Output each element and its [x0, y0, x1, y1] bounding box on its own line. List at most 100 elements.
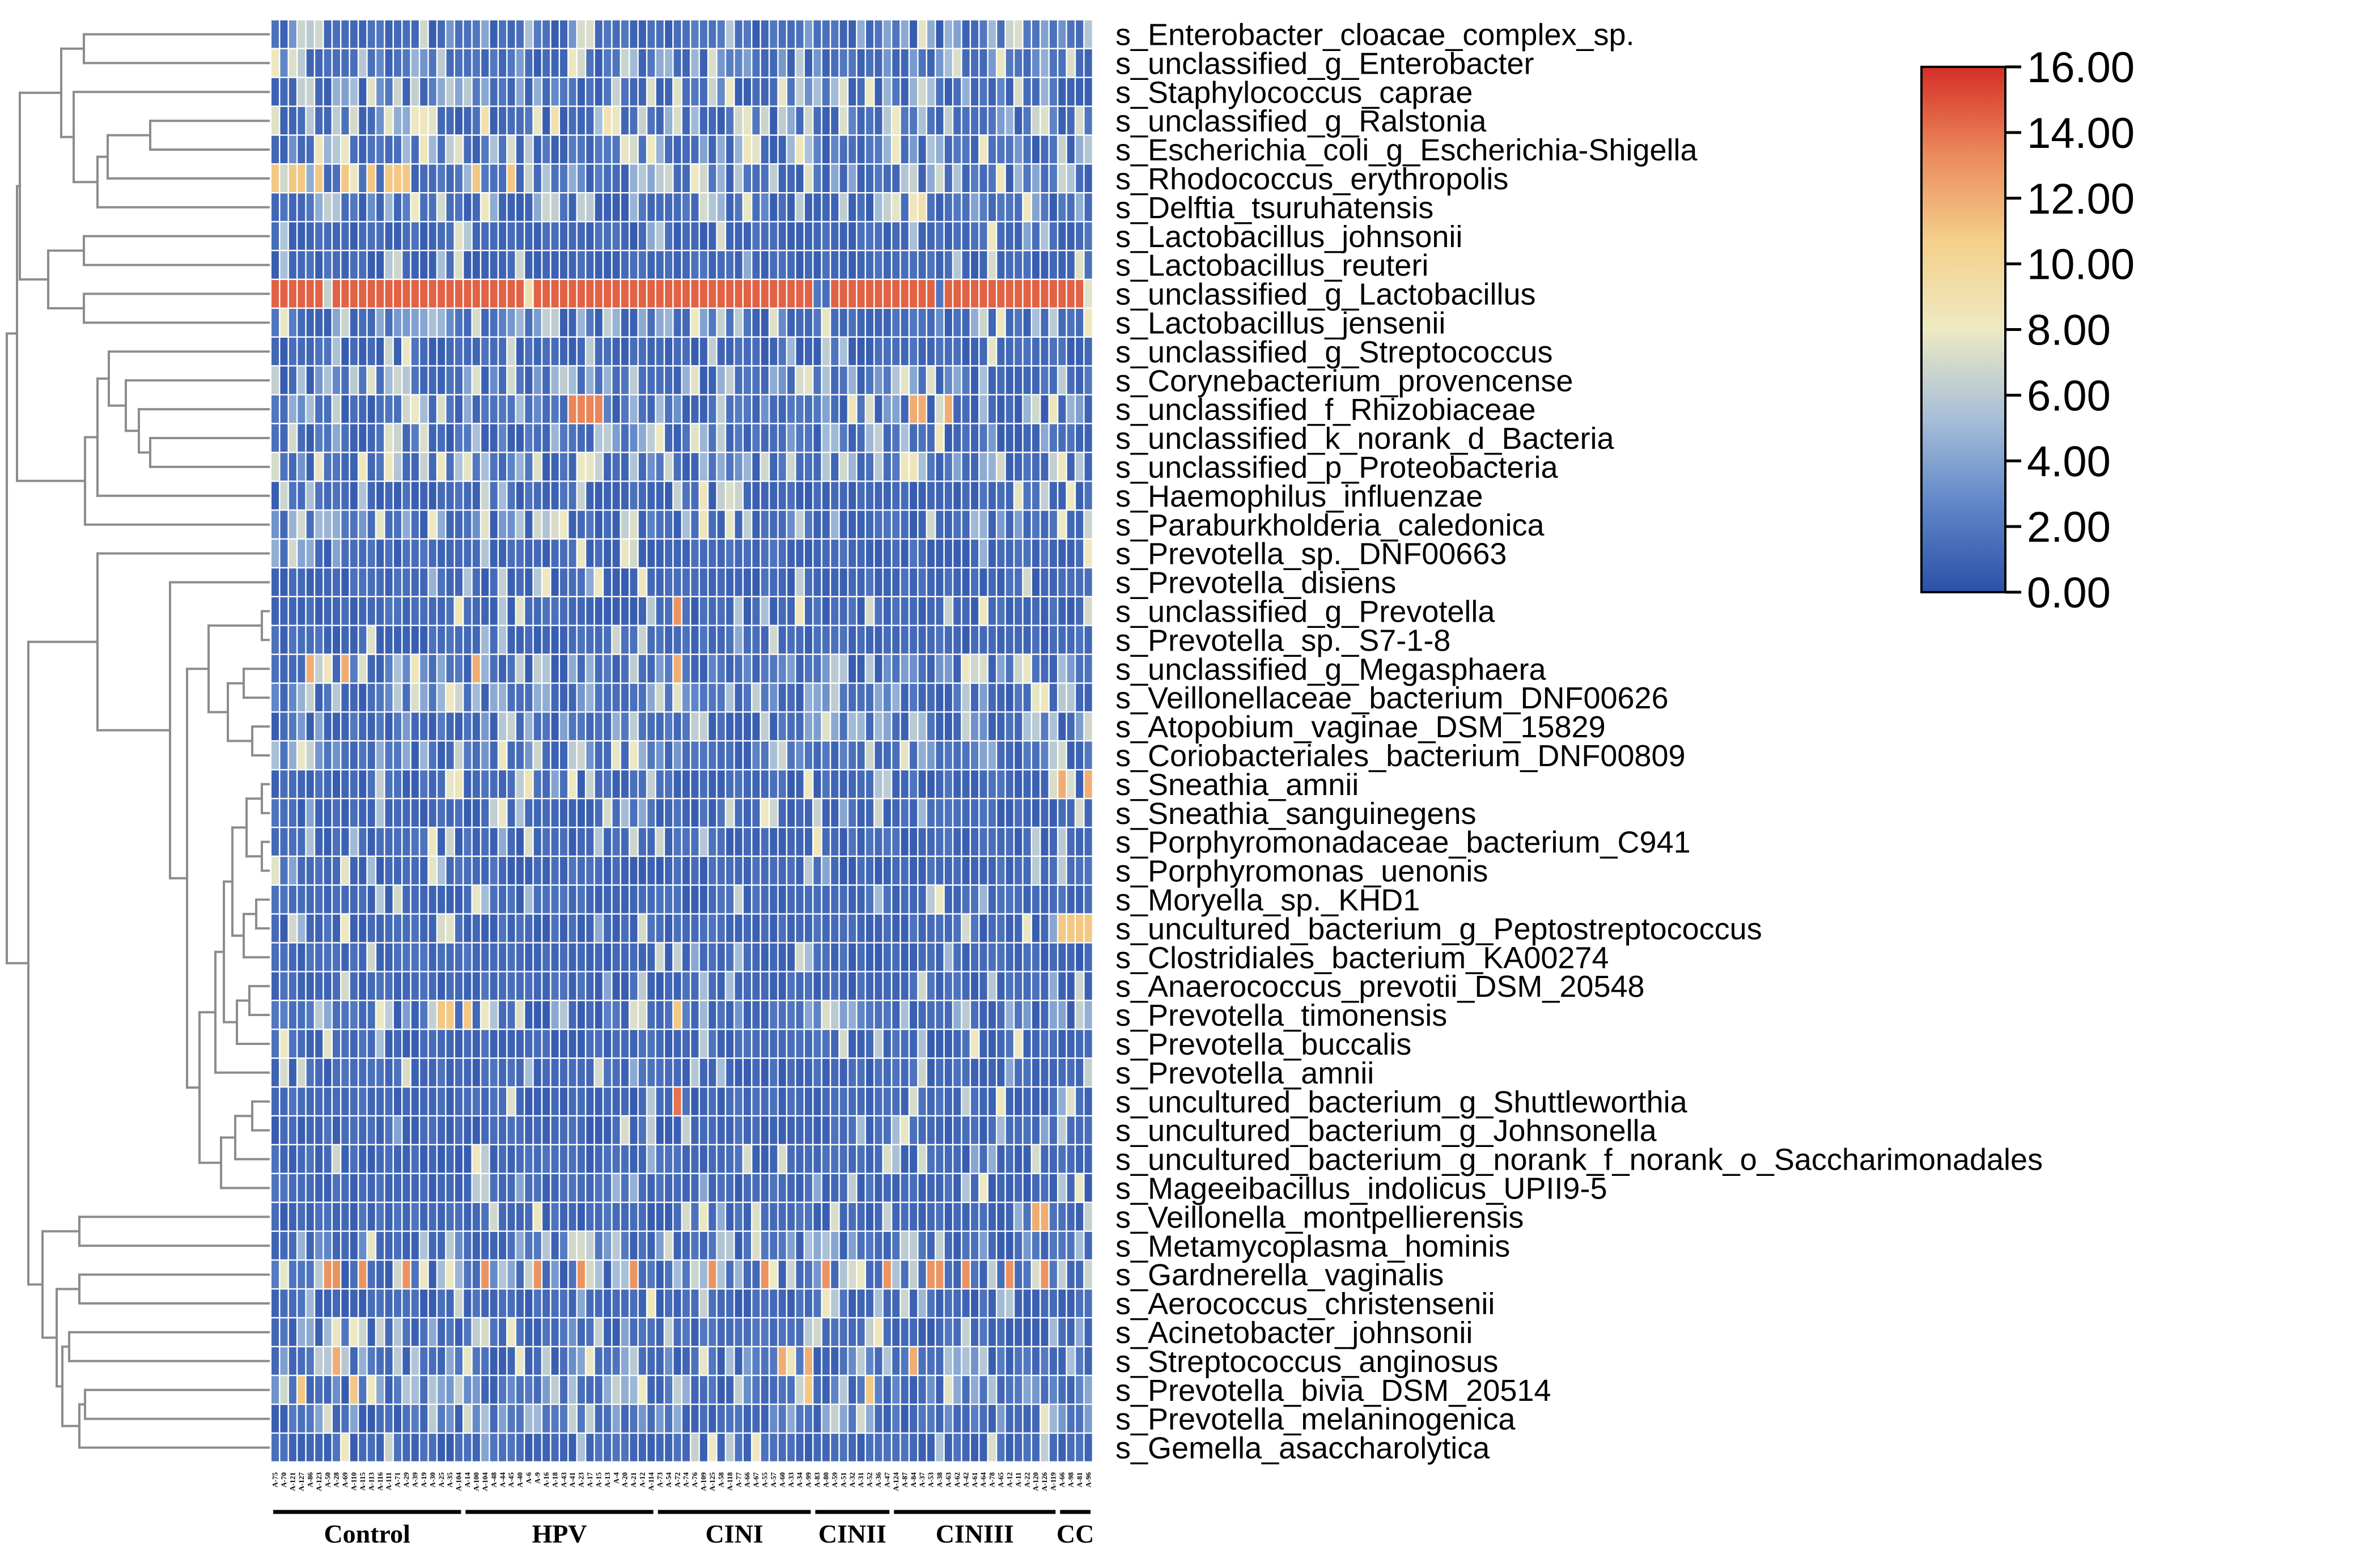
heatmap-cell	[804, 1087, 812, 1115]
heatmap-cell	[927, 424, 935, 452]
heatmap-cell	[813, 1231, 821, 1260]
heatmap-cell	[761, 309, 769, 337]
heatmap-cell	[944, 914, 952, 942]
heatmap-cell	[944, 337, 952, 366]
heatmap-cell	[1067, 1145, 1075, 1173]
heatmap-cell	[1006, 366, 1013, 394]
heatmap-cell	[778, 1001, 786, 1029]
column-tick-label: A-96	[1084, 1472, 1092, 1488]
heatmap-cell	[709, 193, 716, 221]
heatmap-cell	[1041, 453, 1049, 481]
heatmap-cell	[743, 770, 752, 798]
heatmap-cell	[438, 741, 446, 769]
heatmap-cell	[621, 511, 629, 538]
heatmap-cell	[866, 453, 873, 481]
heatmap-cell	[647, 1347, 655, 1375]
heatmap-cell	[1049, 683, 1057, 712]
heatmap-cell	[621, 482, 629, 509]
heatmap-cell	[280, 568, 288, 596]
heatmap-cell	[717, 568, 725, 596]
heatmap-cell	[944, 309, 952, 337]
heatmap-cell	[918, 770, 926, 798]
row-label: s_Sneathia_sanguinegens	[1115, 797, 1477, 831]
heatmap-cell	[429, 568, 436, 596]
heatmap-cell	[796, 511, 804, 538]
heatmap-cell	[385, 251, 393, 279]
heatmap-cell	[595, 828, 603, 856]
heatmap-cell	[612, 251, 620, 279]
heatmap-cell	[446, 193, 454, 221]
heatmap-cell	[490, 1087, 498, 1115]
heatmap-cell	[804, 309, 812, 337]
heatmap-cell	[804, 107, 812, 135]
heatmap-cell	[971, 943, 979, 971]
heatmap-cell	[472, 857, 480, 885]
heatmap-cell	[927, 886, 935, 914]
heatmap-cell	[630, 395, 638, 423]
heatmap-cell	[525, 222, 533, 250]
heatmap-cell	[1076, 597, 1084, 625]
heatmap-cell	[699, 1087, 707, 1115]
heatmap-cell	[560, 1087, 568, 1115]
heatmap-cell	[822, 1376, 830, 1404]
heatmap-cell	[796, 1001, 804, 1029]
heatmap-cell	[918, 539, 926, 567]
heatmap-cell	[699, 135, 707, 164]
heatmap-cell	[892, 482, 900, 509]
heatmap-cell	[726, 539, 734, 567]
heatmap-cell	[849, 309, 856, 337]
heatmap-cell	[350, 943, 358, 971]
heatmap-cell	[315, 453, 323, 481]
heatmap-cell	[604, 741, 612, 769]
heatmap-cell	[778, 107, 786, 135]
heatmap-cell	[385, 799, 393, 827]
heatmap-cell	[516, 1174, 524, 1202]
heatmap-cell	[612, 1318, 620, 1346]
heatmap-cell	[324, 914, 332, 942]
heatmap-cell	[499, 78, 507, 106]
heatmap-cell	[455, 539, 463, 567]
heatmap-cell	[1058, 1405, 1066, 1433]
heatmap-cell	[324, 1001, 332, 1029]
column-tick-label: A-42	[961, 1472, 970, 1488]
heatmap-cell	[490, 568, 498, 596]
heatmap-cell	[324, 1059, 332, 1086]
heatmap-cell	[804, 164, 812, 192]
heatmap-cell	[455, 1260, 463, 1289]
heatmap-cell	[979, 799, 987, 827]
heatmap-cell	[752, 1059, 760, 1086]
heatmap-cell	[612, 1174, 620, 1202]
heatmap-cell	[499, 1145, 507, 1173]
heatmap-cell	[315, 1001, 323, 1029]
heatmap-cell	[595, 1434, 603, 1461]
heatmap-cell	[656, 1260, 664, 1289]
heatmap-cell	[892, 1434, 900, 1461]
heatmap-cell	[1084, 164, 1092, 192]
heatmap-cell	[778, 309, 786, 337]
heatmap-cell	[621, 1087, 629, 1115]
heatmap-cell	[350, 597, 358, 625]
heatmap-cell	[385, 972, 393, 1000]
heatmap-cell	[411, 914, 419, 942]
heatmap-cell	[289, 1203, 296, 1231]
heatmap-cell	[289, 1318, 296, 1346]
heatmap-cell	[979, 20, 987, 48]
heatmap-cell	[621, 280, 629, 308]
heatmap-cell	[866, 1030, 873, 1057]
heatmap-cell	[822, 914, 830, 942]
heatmap-cell	[822, 337, 830, 366]
heatmap-cell	[822, 655, 830, 683]
heatmap-cell	[726, 309, 734, 337]
heatmap-cell	[604, 683, 612, 712]
heatmap-cell	[612, 741, 620, 769]
heatmap-cell	[1041, 193, 1049, 221]
heatmap-cell	[743, 857, 752, 885]
heatmap-cell	[429, 135, 436, 164]
heatmap-cell	[507, 511, 515, 538]
heatmap-cell	[420, 1059, 428, 1086]
heatmap-cell	[883, 1001, 891, 1029]
heatmap-cell	[455, 193, 463, 221]
heatmap-cell	[682, 1030, 690, 1057]
heatmap-cell	[796, 943, 804, 971]
heatmap-cell	[682, 799, 690, 827]
